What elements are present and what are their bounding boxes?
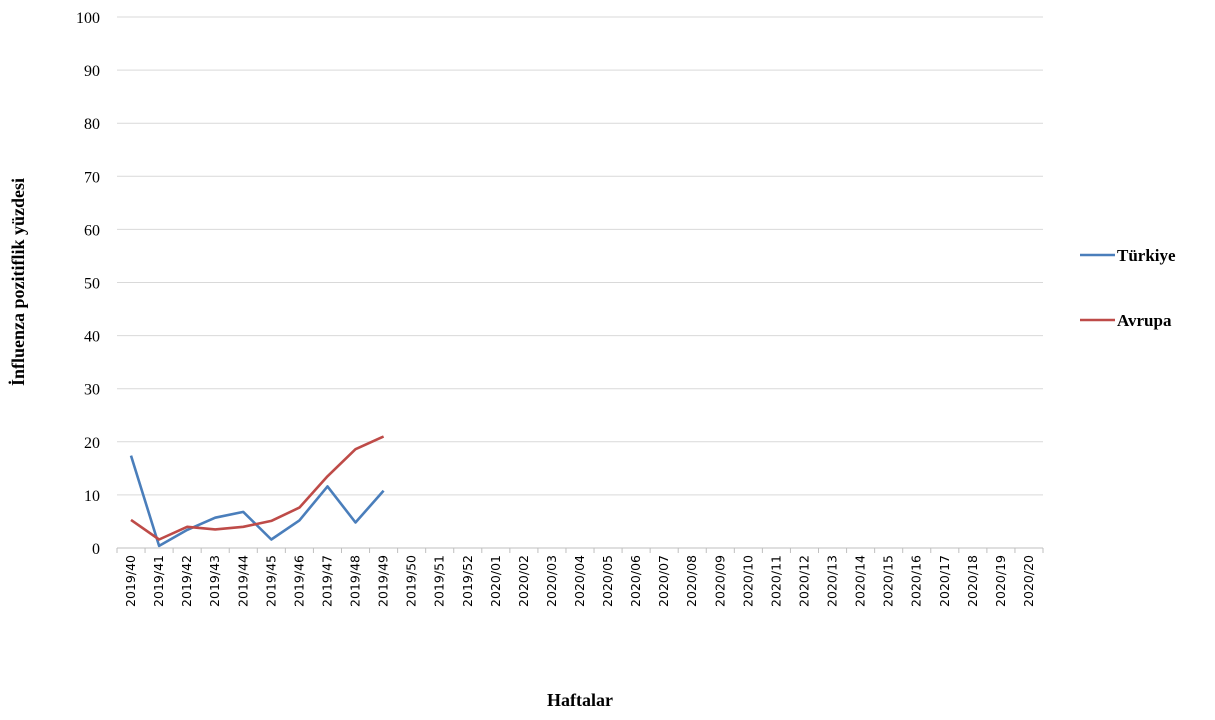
x-axis-title: Haftalar [547, 690, 613, 710]
x-tick-label: 2020/14 [853, 555, 868, 607]
y-tick-label: 40 [84, 329, 100, 346]
x-tick-label: 2019/46 [291, 555, 306, 607]
y-tick-label: 10 [84, 488, 100, 505]
x-tick-label: 2019/42 [179, 555, 194, 607]
y-tick-label: 0 [92, 541, 100, 558]
x-tick-label: 2020/11 [768, 555, 783, 607]
y-tick-label: 60 [84, 222, 100, 239]
y-tick-label: 30 [84, 382, 100, 399]
y-axis-title: İnfluenza pozitiflik yüzdesi [8, 178, 28, 386]
x-tick-label: 2019/50 [404, 555, 419, 607]
x-tick-label: 2020/18 [965, 555, 980, 607]
x-tick-label: 2020/19 [993, 555, 1008, 607]
x-tick-label: 2019/47 [319, 555, 334, 607]
y-tick-label: 100 [76, 10, 100, 27]
x-tick-label: 2019/40 [123, 555, 138, 607]
gridlines [117, 16, 1043, 549]
x-tick-label: 2019/49 [376, 555, 391, 607]
x-tick-label: 2020/10 [740, 555, 755, 607]
x-tick-label: 2019/52 [460, 555, 475, 607]
legend: Türkiye Avrupa [1080, 246, 1176, 330]
x-tick-label: 2020/04 [572, 555, 587, 607]
series-line-turkiye [129, 455, 385, 548]
y-tick-label: 50 [84, 276, 100, 293]
x-tick-label: 2020/03 [544, 555, 559, 607]
x-tick-label: 2020/16 [909, 555, 924, 607]
x-tick-label: 2019/45 [263, 555, 278, 607]
y-tick-label: 90 [84, 63, 100, 80]
x-tick-label: 2020/05 [600, 555, 615, 607]
x-tick-label: 2020/13 [825, 555, 840, 607]
x-tick-label: 2020/20 [1021, 555, 1036, 607]
y-tick-label: 20 [84, 435, 100, 452]
x-tick-label: 2019/41 [151, 555, 166, 607]
x-tick-label: 2019/43 [207, 555, 222, 607]
x-tick-label: 2020/07 [656, 555, 671, 607]
x-tick-label: 2020/08 [684, 555, 699, 607]
x-tick-label: 2019/51 [432, 555, 447, 607]
x-axis-ticks: 2019/40 2019/41 2019/42 2019/43 2019/44 2019/… [116, 548, 1044, 607]
x-tick-label: 2020/09 [712, 555, 727, 607]
x-tick-label: 2019/48 [348, 555, 363, 607]
y-tick-label: 80 [84, 116, 100, 133]
x-tick-label: 2020/02 [516, 555, 531, 607]
x-tick-label: 2020/12 [796, 555, 811, 607]
series-lines [129, 435, 385, 548]
series-line-avrupa [130, 435, 385, 541]
x-tick-label: 2020/06 [628, 555, 643, 607]
legend-label: Türkiye [1117, 246, 1176, 265]
y-axis-ticks: 0 10 20 30 40 50 60 70 80 90 100 [76, 10, 100, 558]
x-tick-label: 2019/44 [235, 555, 250, 607]
legend-label: Avrupa [1117, 311, 1172, 330]
x-tick-label: 2020/01 [488, 555, 503, 607]
x-tick-label: 2020/15 [881, 555, 896, 607]
x-tick-label: 2020/17 [937, 555, 952, 607]
y-tick-label: 70 [84, 169, 100, 186]
